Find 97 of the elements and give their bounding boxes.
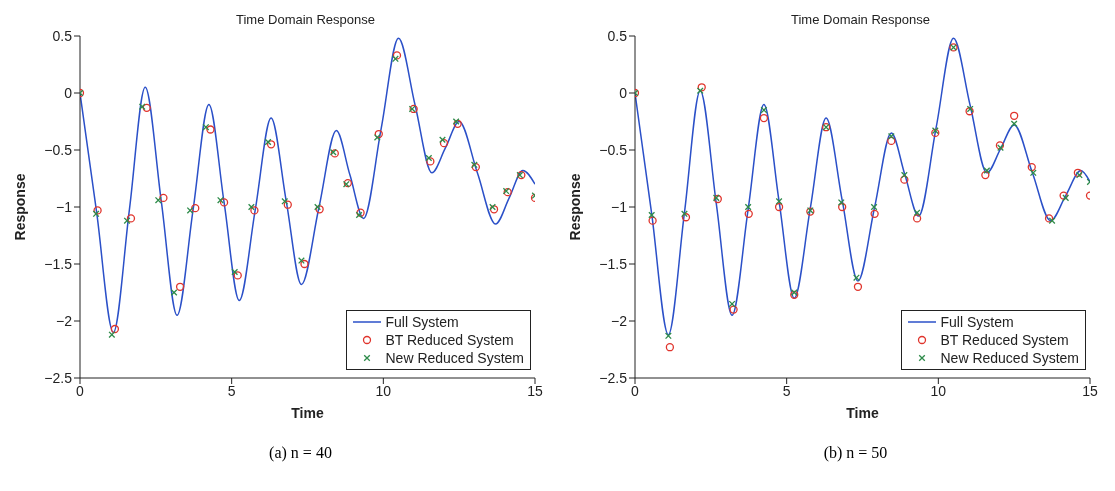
y-tick-label: −1 (611, 198, 628, 215)
point (110, 324, 120, 334)
x-axis-title: Time (291, 405, 324, 421)
point (870, 209, 879, 218)
y-tick-label: 0.5 (52, 27, 73, 44)
point (900, 175, 909, 184)
point (392, 51, 402, 60)
x-axis-title: Time (846, 405, 879, 421)
point (206, 125, 215, 134)
text: (a) n = 40 (268, 444, 333, 462)
point (191, 203, 200, 213)
point (250, 206, 259, 215)
y-tick-label: −1.5 (599, 255, 628, 272)
chart-title: Time Domain Response (791, 12, 930, 27)
point (729, 305, 738, 314)
legend-label: Full System (385, 313, 459, 331)
x-tick-label: 10 (930, 382, 947, 399)
point (853, 282, 863, 291)
y-tick-label: −2 (611, 312, 628, 329)
point (126, 214, 136, 223)
y-tick-label: 0 (64, 84, 73, 101)
point (664, 332, 672, 340)
legend-label: Full System (940, 313, 1014, 331)
legend-label: New Reduced System (940, 349, 1079, 367)
point (93, 206, 102, 215)
point (373, 134, 381, 141)
point (426, 157, 435, 166)
chart-title: Time Domain Response (236, 12, 375, 27)
point (1010, 111, 1019, 120)
y-tick-label: 0.5 (607, 27, 628, 44)
point (92, 210, 100, 218)
point (744, 203, 752, 211)
x-tick-label: 0 (631, 382, 640, 399)
point (142, 103, 151, 112)
point (1027, 162, 1036, 172)
y-tick-label: −2 (56, 312, 73, 329)
point (231, 268, 239, 276)
point (774, 202, 784, 212)
point (374, 129, 383, 139)
point (837, 198, 845, 206)
point (283, 200, 292, 209)
point (123, 217, 131, 225)
point (648, 216, 657, 225)
point (913, 209, 921, 217)
point (1044, 214, 1054, 223)
point (233, 271, 242, 280)
point (425, 154, 433, 162)
point (680, 210, 688, 218)
x-tick-label: 5 (782, 382, 791, 399)
y-axis-title: Response (566, 173, 583, 241)
point (439, 136, 446, 144)
y-tick-label: −2.5 (44, 369, 73, 386)
point (216, 196, 224, 204)
x-tick-label: 5 (227, 382, 236, 399)
point (138, 103, 146, 111)
y-tick-label: −1 (56, 198, 73, 215)
point (247, 203, 255, 211)
point (219, 198, 229, 207)
point (775, 197, 783, 205)
x-tick-label: 0 (76, 382, 85, 399)
point (159, 193, 168, 203)
point (1048, 217, 1056, 225)
legend-label: BT Reduced System (385, 331, 514, 349)
point (108, 331, 116, 339)
line-series (80, 37, 535, 334)
point (170, 289, 178, 296)
point (900, 171, 908, 179)
y-tick-label: 0 (619, 84, 628, 101)
y-tick-label: −0.5 (599, 141, 628, 158)
x-tick-label: 15 (1082, 382, 1098, 399)
point (648, 211, 656, 219)
text: (b) n = 50 (822, 444, 889, 462)
y-axis-title: Response (11, 173, 28, 241)
point (981, 170, 990, 180)
y-tick-label: −2.5 (599, 369, 628, 386)
y-tick-label: −1.5 (44, 255, 73, 272)
point (744, 209, 753, 218)
point (697, 83, 706, 92)
point (154, 196, 162, 204)
point (665, 343, 675, 352)
point (300, 259, 309, 269)
legend-label: BT Reduced System (940, 331, 1069, 349)
point (838, 202, 847, 212)
point (175, 282, 185, 291)
legend-label: New Reduced System (385, 349, 524, 367)
point (266, 140, 276, 149)
point (186, 206, 194, 214)
point (912, 214, 922, 223)
point (983, 167, 991, 174)
point (887, 136, 896, 146)
line-series (635, 37, 1090, 336)
y-tick-label: −0.5 (44, 141, 73, 158)
point (392, 55, 399, 63)
x-tick-label: 15 (527, 382, 543, 399)
x-tick-label: 10 (375, 382, 392, 399)
point (852, 274, 860, 282)
point (759, 113, 769, 123)
